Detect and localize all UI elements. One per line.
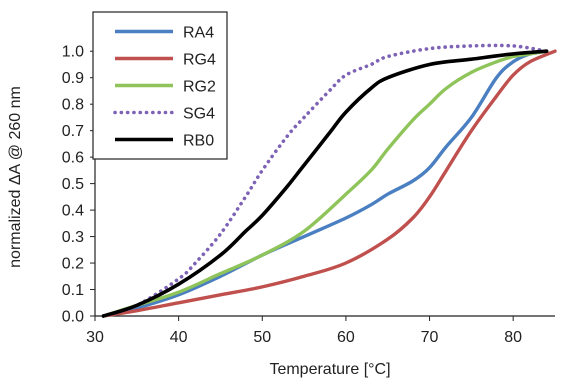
series-line-sg4 <box>101 43 549 318</box>
y-tick-label: 0.4 <box>62 203 84 220</box>
ticks: 30 40 50 60 70 80 0.0 0.1 0.2 0.3 0.4 0.5 0.6 0.7 0.8 0… <box>62 44 522 346</box>
y-tick-label: 0.2 <box>62 256 84 273</box>
x-tick-label: 60 <box>337 329 355 346</box>
x-axis-title: Temperature [°C] <box>269 361 390 378</box>
series-line-rg2 <box>101 49 549 318</box>
y-tick-label: 0.1 <box>62 282 84 299</box>
legend-label-rg2: RG2 <box>183 79 216 96</box>
x-tick-label: 40 <box>170 329 188 346</box>
y-tick-label: 0.9 <box>62 70 84 87</box>
legend-items: RA4 RG4 RG2 SG4 RB0 <box>113 25 216 150</box>
y-tick-label: 0.8 <box>62 97 84 114</box>
y-tick-label: 0.7 <box>62 123 84 140</box>
legend-label-sg4: SG4 <box>183 106 215 123</box>
y-axis-title: normalized ΔA @ 260 nm <box>7 86 24 268</box>
x-tick-label: 30 <box>86 329 104 346</box>
y-tick-label: 0.0 <box>62 309 84 326</box>
x-tick-label: 50 <box>253 329 271 346</box>
series-line-rb0 <box>101 49 549 318</box>
series-layer <box>101 43 557 318</box>
legend: RA4 RG4 RG2 SG4 RB0 <box>92 11 228 160</box>
series-line-rg4 <box>101 49 557 318</box>
series-line-ra4 <box>101 49 549 318</box>
legend-label-ra4: RA4 <box>183 25 214 42</box>
y-tick-label: 0.6 <box>62 150 84 167</box>
x-tick-label: 80 <box>504 329 522 346</box>
y-tick-label: 0.3 <box>62 229 84 246</box>
legend-label-rb0: RB0 <box>183 133 214 150</box>
y-tick-label: 0.5 <box>62 176 84 193</box>
legend-label-rg4: RG4 <box>183 52 216 69</box>
y-tick-label: 1.0 <box>62 44 84 61</box>
x-tick-label: 70 <box>421 329 439 346</box>
